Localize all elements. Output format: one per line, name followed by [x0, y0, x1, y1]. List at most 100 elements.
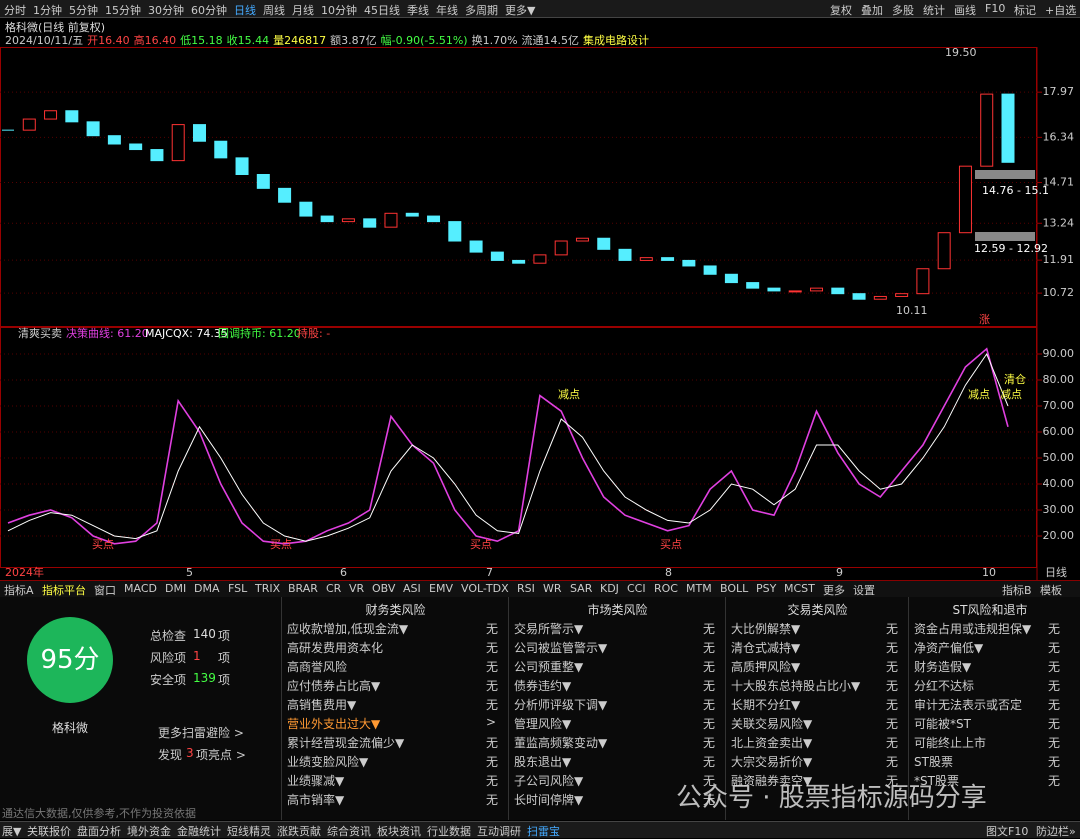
risk-item[interactable]: 长时间停牌▼	[514, 793, 584, 807]
risk-item[interactable]: 财务造假▼	[914, 660, 972, 674]
indicator-tab[interactable]: ASI	[403, 582, 421, 595]
period-tab[interactable]: 更多▼	[505, 4, 536, 17]
indicator-tab[interactable]: 指标B	[1002, 584, 1032, 597]
risk-item[interactable]: 净资产偏低▼	[914, 641, 984, 655]
indicator-tab[interactable]: FSL	[228, 582, 248, 595]
indicator-tab[interactable]: EMV	[429, 582, 453, 595]
indicator-tab[interactable]: ROC	[654, 582, 678, 595]
status-tab[interactable]: 板块资讯	[377, 825, 421, 838]
status-tab[interactable]: 行业数据	[427, 825, 471, 838]
status-tab[interactable]: 扫雷宝	[527, 825, 560, 838]
indicator-tab[interactable]: RSI	[517, 582, 535, 595]
risk-item[interactable]: 子公司风险▼	[514, 774, 584, 788]
period-tab[interactable]: 周线	[263, 4, 285, 17]
period-tab[interactable]: 季线	[407, 4, 429, 17]
period-tab[interactable]: 月线	[292, 4, 314, 17]
risk-item[interactable]: 十大股东总持股占比小▼	[731, 679, 861, 693]
risk-item[interactable]: 业绩变脸风险▼	[287, 755, 369, 769]
period-tab[interactable]: 多周期	[465, 4, 498, 17]
status-tab[interactable]: 金融统计	[177, 825, 221, 838]
risk-item[interactable]: 公司预重整▼	[514, 660, 584, 674]
indicator-tab[interactable]: VR	[349, 582, 365, 595]
risk-item[interactable]: 公司被监管警示▼	[514, 641, 608, 655]
risk-item[interactable]: 审计无法表示或否定	[914, 698, 1023, 712]
risk-item[interactable]: 大比例解禁▼	[731, 622, 801, 636]
indicator-tab[interactable]: SAR	[570, 582, 593, 595]
risk-item[interactable]: 管理风险▼	[514, 717, 572, 731]
indicator-tab[interactable]: 窗口	[94, 584, 116, 597]
status-tab[interactable]: 境外资金	[127, 825, 171, 838]
more-link[interactable]: 更多扫雷避险 >	[158, 726, 244, 740]
risk-item[interactable]: 高市销率▼	[287, 793, 345, 807]
period-tab[interactable]: 60分钟	[191, 4, 227, 17]
indicator-tab[interactable]: WR	[543, 582, 562, 595]
risk-item[interactable]: 分红不达标	[914, 679, 975, 693]
tool-button[interactable]: 画线	[954, 4, 976, 17]
period-tab[interactable]: 日线	[234, 4, 256, 17]
indicator-tab[interactable]: DMI	[165, 582, 187, 595]
indicator-tab[interactable]: MCST	[784, 582, 815, 595]
risk-item[interactable]: 债券违约▼	[514, 679, 572, 693]
risk-item[interactable]: 可能终止上市	[914, 736, 987, 750]
status-tab[interactable]: 盘面分析	[77, 825, 121, 838]
status-tab[interactable]: 互动调研	[477, 825, 521, 838]
period-tab[interactable]: 30分钟	[148, 4, 184, 17]
indicator-tab[interactable]: 更多	[823, 584, 845, 597]
risk-item[interactable]: 应付债券占比高▼	[287, 679, 381, 693]
indicator-tab[interactable]: PSY	[756, 582, 777, 595]
indicator-tab[interactable]: TRIX	[255, 582, 281, 595]
risk-item[interactable]: 融资融券卖空▼	[731, 774, 813, 788]
tool-button[interactable]: 统计	[923, 4, 945, 17]
indicator-tab[interactable]: MACD	[124, 582, 157, 595]
period-tab[interactable]: 5分钟	[69, 4, 98, 17]
risk-item[interactable]: 业绩骤减▼	[287, 774, 345, 788]
risk-item[interactable]: 资金占用或违规担保▼	[914, 622, 1032, 636]
status-tab[interactable]: 短线精灵	[227, 825, 271, 838]
risk-item[interactable]: 关联交易风险▼	[731, 717, 813, 731]
risk-item[interactable]: 高质押风险▼	[731, 660, 801, 674]
risk-item[interactable]: 可能被*ST	[914, 717, 971, 731]
indicator-tab[interactable]: 指标平台	[42, 584, 86, 597]
status-tab[interactable]: 图文F10	[986, 825, 1029, 838]
risk-item[interactable]: 累计经营现金流偏少▼	[287, 736, 405, 750]
status-tab[interactable]: 综合资讯	[327, 825, 371, 838]
indicator-tab[interactable]: OBV	[372, 582, 396, 595]
tool-button[interactable]: 复权	[830, 4, 852, 17]
indicator-tab[interactable]: BRAR	[288, 582, 318, 595]
indicator-tab[interactable]: BOLL	[720, 582, 749, 595]
risk-item[interactable]: 长期不分红▼	[731, 698, 801, 712]
risk-item[interactable]: 股东退出▼	[514, 755, 572, 769]
tool-button[interactable]: +自选	[1045, 4, 1077, 17]
period-tab[interactable]: 1分钟	[33, 4, 62, 17]
indicator-tab[interactable]: VOL-TDX	[461, 582, 509, 595]
risk-item[interactable]: *ST股票	[914, 774, 959, 788]
risk-item[interactable]: 北上资金卖出▼	[731, 736, 813, 750]
risk-item[interactable]: 高销售费用▼	[287, 698, 357, 712]
risk-item[interactable]: ST股票	[914, 755, 953, 769]
risk-item[interactable]: 大宗交易折价▼	[731, 755, 813, 769]
period-tab[interactable]: 年线	[436, 4, 458, 17]
tool-button[interactable]: 叠加	[861, 4, 883, 17]
period-tab[interactable]: 10分钟	[321, 4, 357, 17]
indicator-tab[interactable]: 设置	[853, 584, 875, 597]
indicator-tab[interactable]: KDJ	[600, 582, 619, 595]
risk-item[interactable]: 清仓式减持▼	[731, 641, 801, 655]
status-tab[interactable]: 涨跌贡献	[277, 825, 321, 838]
indicator-tab[interactable]: 指标A	[4, 584, 34, 597]
indicator-tab[interactable]: CR	[326, 582, 342, 595]
tool-button[interactable]: 标记	[1014, 4, 1036, 17]
period-tab[interactable]: 分时	[4, 4, 26, 17]
status-tab[interactable]: 关联报价	[27, 825, 71, 838]
period-tab[interactable]: 45日线	[364, 4, 400, 17]
risk-item[interactable]: 应收款增加,低现金流▼	[287, 622, 409, 636]
tool-button[interactable]: 多股	[892, 4, 914, 17]
indicator-tab[interactable]: CCI	[627, 582, 646, 595]
period-tab[interactable]: 15分钟	[105, 4, 141, 17]
risk-item[interactable]: 董监高频繁变动▼	[514, 736, 608, 750]
risk-item[interactable]: 交易所警示▼	[514, 622, 584, 636]
risk-item[interactable]: 分析师评级下调▼	[514, 698, 608, 712]
status-tab[interactable]: 防边栏»	[1036, 825, 1076, 838]
status-tab[interactable]: 展▼	[2, 825, 22, 838]
risk-item[interactable]: 营业外支出过大▼	[287, 717, 381, 731]
indicator-tab[interactable]: 模板	[1040, 584, 1062, 597]
